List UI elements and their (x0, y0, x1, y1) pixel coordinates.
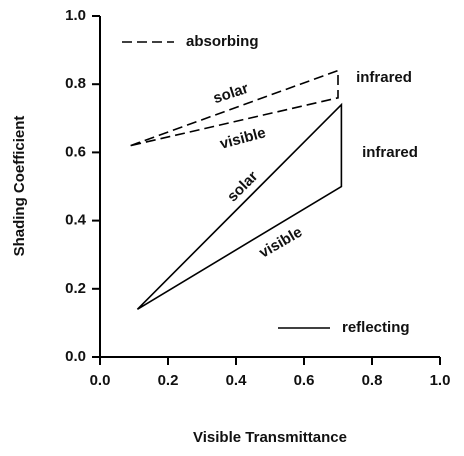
legend-label: reflecting (342, 319, 410, 336)
y-tick-label: 0.8 (65, 75, 86, 92)
y-tick-label: 0.6 (65, 143, 86, 160)
legend-label: absorbing (186, 33, 259, 50)
y-tick-label: 0.4 (65, 212, 87, 229)
annotation: infrared (362, 144, 418, 161)
annotation: visible (218, 124, 268, 153)
annotation: solar (211, 80, 251, 107)
series-line (130, 69, 339, 147)
y-tick-label: 0.2 (65, 280, 86, 297)
x-tick-label: 0.0 (90, 372, 111, 389)
x-tick-label: 0.4 (226, 372, 248, 389)
x-tick-label: 0.2 (158, 372, 179, 389)
y-tick-label: 0.0 (65, 348, 86, 365)
series-line (136, 102, 343, 310)
annotation: visible (256, 224, 305, 262)
x-tick-label: 0.6 (294, 372, 315, 389)
annotation: infrared (356, 69, 412, 86)
x-tick-label: 1.0 (430, 372, 451, 389)
y-tick-label: 1.0 (65, 7, 86, 24)
x-axis-label: Visible Transmittance (193, 429, 347, 446)
annotation: solar (224, 168, 261, 205)
y-axis-label: Shading Coefficient (11, 116, 28, 257)
x-tick-label: 0.8 (362, 372, 383, 389)
